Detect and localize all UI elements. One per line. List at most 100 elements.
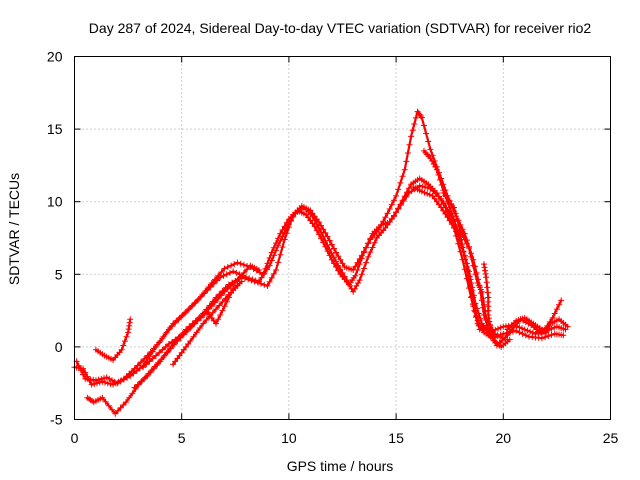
data-point-marker — [238, 278, 245, 285]
data-point-marker — [124, 374, 131, 381]
data-point-marker — [395, 186, 402, 193]
data-point-marker — [485, 315, 492, 322]
data-point-marker — [188, 323, 195, 330]
data-point-marker — [380, 218, 387, 225]
data-point-marker — [470, 262, 477, 269]
y-axis-label: SDTVAR / TECUs — [6, 173, 22, 285]
data-point-marker — [482, 270, 489, 277]
data-point-marker — [248, 277, 255, 284]
data-point-marker — [123, 333, 130, 340]
y-tick-label: 10 — [47, 194, 63, 210]
data-point-marker — [486, 321, 493, 328]
data-point-marker — [470, 292, 477, 299]
data-point-marker — [213, 306, 220, 313]
data-point-marker — [483, 274, 490, 281]
data-point-marker — [228, 262, 235, 269]
data-point-marker — [513, 327, 520, 334]
data-point-marker — [224, 264, 231, 271]
data-point-marker — [99, 394, 106, 401]
data-point-marker — [244, 266, 251, 273]
data-point-marker — [122, 399, 129, 406]
data-point-marker — [137, 378, 144, 385]
data-point-marker — [288, 217, 295, 224]
data-point-marker — [490, 334, 497, 341]
data-point-marker — [522, 319, 529, 326]
data-point-marker — [463, 240, 470, 247]
data-point-marker — [190, 333, 197, 340]
data-point-marker — [519, 330, 526, 337]
data-point-marker — [118, 346, 125, 353]
data-point-marker — [444, 214, 451, 221]
data-point-marker — [221, 303, 228, 310]
y-tick-label: 5 — [55, 266, 63, 282]
data-point-marker — [268, 257, 275, 264]
data-point-marker — [417, 113, 424, 120]
data-point-marker — [147, 369, 154, 376]
data-point-marker — [154, 362, 161, 369]
data-point-marker — [92, 377, 99, 384]
x-tick-label: 5 — [178, 430, 186, 446]
data-point-marker — [126, 394, 133, 401]
data-point-marker — [193, 329, 200, 336]
data-point-marker — [356, 256, 363, 263]
data-point-marker — [369, 244, 376, 251]
series-track-3 — [84, 108, 565, 417]
data-point-marker — [95, 376, 102, 383]
data-point-marker — [485, 311, 492, 318]
data-point-marker — [109, 377, 116, 384]
data-point-marker — [215, 295, 222, 302]
data-point-marker — [150, 365, 157, 372]
data-point-marker — [201, 290, 208, 297]
data-point-marker — [206, 313, 213, 320]
data-point-marker — [339, 269, 346, 276]
data-point-marker — [363, 259, 370, 266]
data-point-marker — [159, 335, 166, 342]
data-point-marker — [403, 158, 410, 165]
chart-title: Day 287 of 2024, Sidereal Day-to-day VTE… — [89, 20, 592, 36]
data-point-marker — [393, 192, 400, 199]
data-point-marker — [159, 346, 166, 353]
data-point-marker — [356, 277, 363, 284]
data-point-marker — [412, 114, 419, 121]
data-point-marker — [263, 266, 270, 273]
data-point-marker — [507, 328, 514, 335]
data-point-marker — [475, 310, 482, 317]
data-point-marker — [234, 282, 241, 289]
data-point-marker — [162, 343, 169, 350]
data-point-marker — [365, 240, 372, 247]
data-point-marker — [281, 236, 288, 243]
data-point-marker — [328, 250, 335, 257]
data-point-marker — [442, 211, 449, 218]
data-point-marker — [483, 279, 490, 286]
data-point-marker — [270, 252, 277, 259]
data-point-marker — [384, 210, 391, 217]
data-point-marker — [185, 306, 192, 313]
data-point-marker — [237, 273, 244, 280]
data-point-marker — [152, 352, 159, 359]
data-point-marker — [411, 121, 418, 128]
data-point-marker — [476, 326, 483, 333]
data-point-marker — [254, 279, 261, 286]
data-point-marker — [268, 274, 275, 281]
data-point-marker — [367, 249, 374, 256]
data-point-marker — [506, 336, 513, 343]
data-point-marker — [273, 266, 280, 273]
data-point-marker — [352, 263, 359, 270]
data-point-marker — [504, 332, 511, 339]
data-point-marker — [553, 306, 560, 313]
data-point-marker — [564, 323, 571, 330]
data-point-marker — [275, 259, 282, 266]
data-point-marker — [360, 265, 367, 272]
data-point-marker — [420, 122, 427, 129]
data-point-marker — [459, 232, 466, 239]
data-point-marker — [450, 216, 457, 223]
x-tick-label: 0 — [71, 430, 79, 446]
data-point-marker — [315, 219, 322, 226]
data-point-marker — [221, 265, 228, 272]
data-point-marker — [468, 253, 475, 260]
data-point-marker — [378, 222, 385, 229]
data-point-marker — [210, 280, 217, 287]
data-point-marker — [459, 244, 466, 251]
data-point-marker — [545, 333, 552, 340]
data-point-marker — [185, 326, 192, 333]
